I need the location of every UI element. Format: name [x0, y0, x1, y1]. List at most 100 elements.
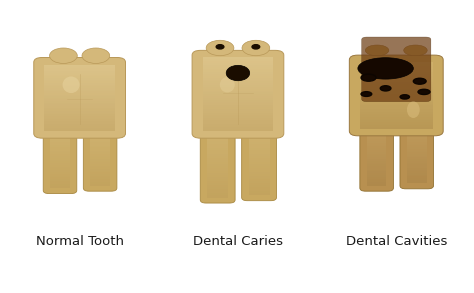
Bar [45, 121, 115, 123]
Bar [90, 137, 110, 139]
Bar [360, 82, 432, 84]
Bar [45, 130, 115, 131]
FancyBboxPatch shape [362, 37, 431, 102]
Bar [360, 79, 432, 81]
Bar [248, 166, 270, 168]
Bar [45, 105, 115, 106]
Bar [50, 176, 70, 177]
Bar [203, 59, 273, 61]
Bar [360, 124, 432, 125]
Bar [45, 73, 115, 75]
Bar [360, 62, 432, 64]
Bar [360, 91, 432, 92]
Bar [207, 137, 228, 139]
Bar [203, 111, 273, 113]
Bar [45, 123, 115, 125]
Bar [50, 172, 70, 174]
Bar [367, 166, 386, 168]
Bar [367, 150, 386, 152]
FancyBboxPatch shape [242, 111, 276, 201]
Bar [50, 185, 70, 186]
Bar [207, 175, 228, 177]
Bar [407, 144, 427, 145]
Bar [50, 133, 70, 134]
Bar [407, 149, 427, 151]
Bar [45, 106, 115, 108]
Ellipse shape [418, 89, 430, 95]
Bar [203, 57, 273, 59]
Bar [367, 159, 386, 161]
Bar [360, 94, 432, 96]
Bar [45, 93, 115, 95]
Bar [50, 165, 70, 167]
Bar [407, 128, 427, 130]
Bar [50, 186, 70, 188]
Bar [50, 179, 70, 181]
Bar [203, 98, 273, 100]
Bar [407, 175, 427, 176]
Bar [90, 146, 110, 147]
Bar [407, 137, 427, 139]
Bar [45, 101, 115, 103]
Bar [45, 65, 115, 66]
Bar [90, 174, 110, 176]
Ellipse shape [361, 92, 372, 96]
Ellipse shape [50, 48, 77, 63]
Bar [203, 125, 273, 127]
Bar [90, 167, 110, 169]
Bar [50, 142, 70, 144]
Bar [367, 136, 386, 138]
Bar [407, 118, 427, 120]
Bar [407, 166, 427, 168]
Bar [360, 117, 432, 119]
Bar [360, 105, 432, 107]
Bar [203, 63, 273, 65]
Bar [407, 139, 427, 140]
Bar [367, 127, 386, 129]
Bar [207, 152, 228, 154]
Bar [207, 156, 228, 158]
Bar [367, 130, 386, 132]
Bar [45, 126, 115, 128]
Bar [45, 86, 115, 88]
Bar [207, 146, 228, 148]
Bar [407, 159, 427, 161]
Bar [90, 139, 110, 141]
Bar [248, 144, 270, 146]
Bar [50, 174, 70, 176]
Bar [203, 120, 273, 122]
Bar [367, 171, 386, 173]
Bar [367, 154, 386, 155]
Ellipse shape [413, 78, 426, 84]
Bar [203, 102, 273, 103]
Bar [207, 127, 228, 129]
Bar [203, 127, 273, 129]
FancyBboxPatch shape [349, 55, 443, 136]
Bar [248, 173, 270, 176]
Bar [248, 119, 270, 121]
Bar [203, 107, 273, 109]
Bar [90, 151, 110, 152]
Bar [248, 180, 270, 181]
Bar [207, 135, 228, 137]
Bar [50, 137, 70, 138]
Bar [367, 138, 386, 139]
Bar [45, 113, 115, 115]
Bar [45, 85, 115, 86]
Bar [207, 123, 228, 125]
Bar [407, 178, 427, 180]
Bar [360, 66, 432, 67]
Bar [248, 170, 270, 172]
Bar [50, 159, 70, 161]
Bar [248, 162, 270, 164]
Bar [45, 110, 115, 111]
Bar [360, 64, 432, 66]
Bar [207, 158, 228, 160]
Bar [407, 168, 427, 170]
Bar [360, 120, 432, 122]
Bar [360, 122, 432, 124]
FancyBboxPatch shape [83, 111, 117, 191]
Bar [90, 176, 110, 177]
Bar [207, 154, 228, 156]
Bar [367, 152, 386, 154]
